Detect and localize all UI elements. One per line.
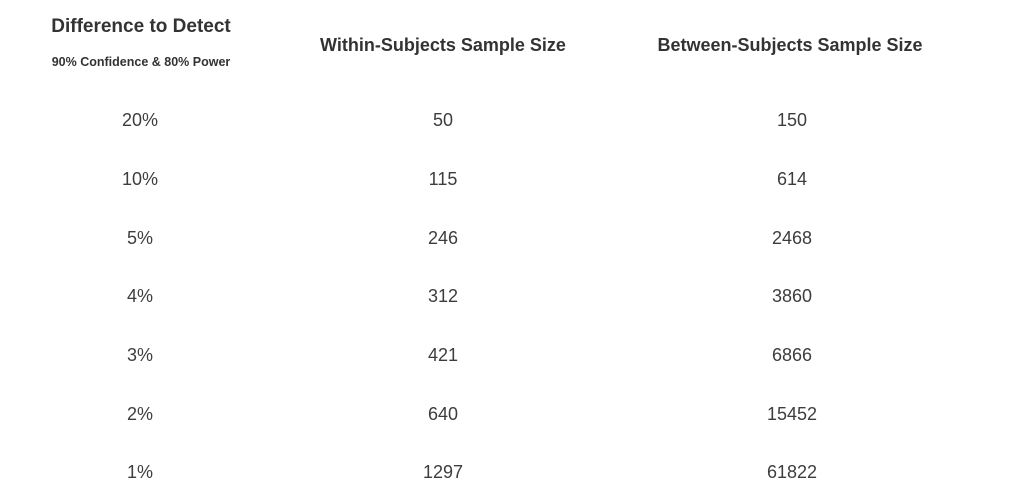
within-subjects-column-header: Within-Subjects Sample Size: [320, 35, 566, 55]
difference-cell: 1%: [126, 462, 153, 482]
between-sample-cell: 2468: [771, 228, 813, 248]
difference-cell: 2%: [126, 404, 153, 424]
within-sample-cell: 421: [427, 345, 459, 365]
table-row: 10% 115 614: [0, 164, 1024, 194]
table-row: 1% 1297 61822: [0, 457, 1024, 487]
between-sample-cell: 614: [776, 169, 808, 189]
within-sample-cell: 640: [427, 404, 459, 424]
difference-cell: 20%: [121, 110, 159, 130]
within-sample-cell: 50: [432, 110, 454, 130]
within-sample-cell: 115: [428, 169, 458, 189]
difference-cell: 10%: [121, 169, 159, 189]
within-sample-cell: 1297: [422, 462, 464, 482]
difference-cell: 5%: [126, 228, 153, 248]
between-sample-cell: 61822: [766, 462, 818, 482]
table-row: 20% 50 150: [0, 105, 1024, 135]
table-row: 4% 312 3860: [0, 281, 1024, 311]
between-sample-cell: 150: [776, 110, 808, 130]
difference-cell: 3%: [126, 345, 153, 365]
table-row: 5% 246 2468: [0, 223, 1024, 253]
difference-header-subtitle: 90% Confidence & 80% Power: [51, 55, 231, 69]
within-sample-cell: 246: [427, 228, 459, 248]
difference-column-header: Difference to Detect 90% Confidence & 80…: [20, 14, 262, 70]
table-row: 3% 421 6866: [0, 340, 1024, 370]
between-sample-cell: 6866: [771, 345, 813, 365]
between-sample-cell: 3860: [771, 286, 813, 306]
difference-header-title: Difference to Detect: [51, 16, 231, 37]
between-sample-cell: 15452: [766, 404, 818, 424]
between-subjects-column-header: Between-Subjects Sample Size: [657, 35, 923, 55]
within-sample-cell: 312: [427, 286, 459, 306]
table-row: 2% 640 15452: [0, 399, 1024, 429]
difference-cell: 4%: [126, 286, 153, 306]
